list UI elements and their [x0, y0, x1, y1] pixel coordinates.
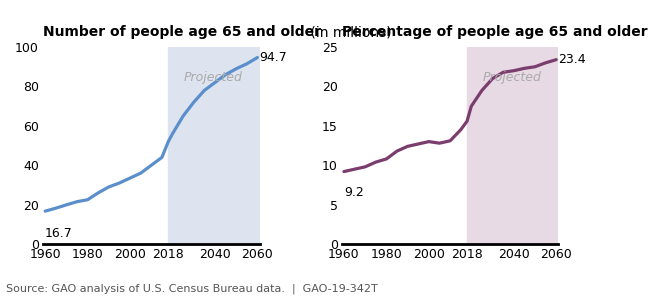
Text: Source: GAO analysis of U.S. Census Bureau data.  |  GAO-19-342T: Source: GAO analysis of U.S. Census Bure…	[6, 284, 378, 294]
Text: 94.7: 94.7	[259, 51, 287, 64]
Text: 16.7: 16.7	[45, 227, 73, 240]
Bar	[168, 47, 259, 244]
Text: Number of people age 65 and older: Number of people age 65 and older	[43, 25, 321, 39]
Text: Percentage of people age 65 and older: Percentage of people age 65 and older	[342, 25, 647, 39]
Bar	[467, 47, 558, 244]
Text: (in millions): (in millions)	[306, 25, 391, 39]
Text: 23.4: 23.4	[558, 53, 586, 66]
Text: Projected: Projected	[482, 71, 541, 84]
Text: Projected: Projected	[183, 71, 242, 84]
Text: 9.2: 9.2	[344, 186, 364, 199]
